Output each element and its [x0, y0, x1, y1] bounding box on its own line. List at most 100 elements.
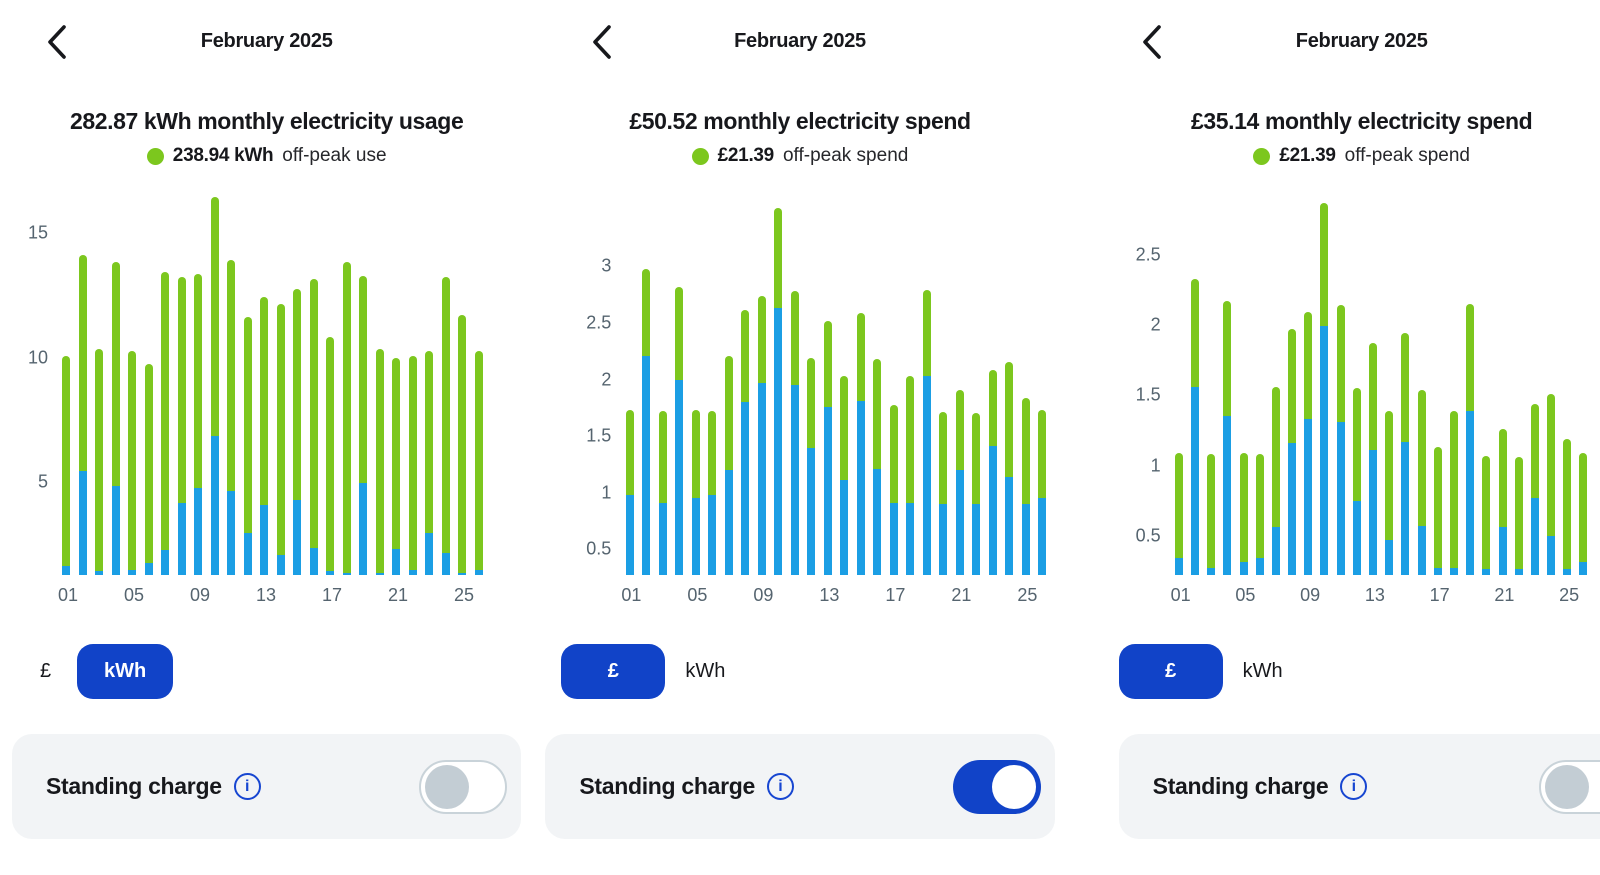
bar-day-07[interactable]	[1268, 386, 1284, 575]
bar-day-10[interactable]	[770, 208, 787, 575]
bar-day-04[interactable]	[1219, 301, 1235, 575]
bar-day-14[interactable]	[1381, 410, 1397, 575]
bar-day-17[interactable]	[885, 405, 902, 575]
back-button[interactable]	[1139, 24, 1163, 63]
info-icon[interactable]: i	[1340, 773, 1368, 800]
bar-day-20[interactable]	[372, 348, 389, 575]
bar-day-14[interactable]	[836, 375, 853, 575]
unit-pound-button[interactable]: £	[1118, 643, 1223, 699]
bar-day-04[interactable]	[108, 262, 125, 575]
bar-day-23[interactable]	[421, 351, 438, 575]
bar-day-18[interactable]	[1446, 410, 1462, 575]
bar-day-24[interactable]	[1543, 393, 1559, 575]
bar-day-01[interactable]	[1171, 452, 1187, 575]
bar-day-26[interactable]	[1575, 452, 1591, 575]
bar-day-13[interactable]	[256, 296, 273, 575]
bar-day-11[interactable]	[1333, 305, 1349, 575]
bar-day-05[interactable]	[1235, 452, 1251, 575]
bar-day-10[interactable]	[207, 197, 224, 575]
off-peak-segment	[111, 262, 120, 486]
bar-day-07[interactable]	[720, 356, 737, 575]
bar-day-13[interactable]	[819, 321, 836, 575]
info-icon[interactable]: i	[233, 773, 261, 800]
bar-day-15[interactable]	[289, 289, 306, 575]
bar-day-14[interactable]	[273, 304, 290, 575]
unit-pound-button[interactable]: £	[40, 659, 52, 682]
bar-day-25[interactable]	[1559, 438, 1575, 575]
back-button[interactable]	[589, 24, 613, 63]
bar-day-03[interactable]	[91, 348, 108, 575]
unit-kwh-button[interactable]: kWh	[77, 643, 174, 699]
x-tick-label: 13	[256, 585, 277, 605]
bar-day-08[interactable]	[1284, 329, 1300, 575]
bar-day-09[interactable]	[753, 296, 770, 575]
bar-day-05[interactable]	[687, 409, 704, 575]
bar-day-21[interactable]	[951, 390, 968, 575]
bar-day-17[interactable]	[1430, 447, 1446, 575]
bar-day-20[interactable]	[935, 411, 952, 575]
y-tick-label: 0.5	[586, 538, 612, 559]
bar-day-02[interactable]	[75, 254, 92, 575]
bar-day-16[interactable]	[306, 279, 323, 575]
off-peak-segment	[1433, 447, 1442, 568]
bar-day-18[interactable]	[339, 262, 356, 575]
bar-day-08[interactable]	[737, 310, 754, 575]
bar-day-02[interactable]	[638, 269, 655, 575]
bar-day-22[interactable]	[1511, 456, 1527, 575]
bar-day-13[interactable]	[1365, 343, 1381, 575]
bar-day-19[interactable]	[1462, 303, 1478, 575]
bar-day-19[interactable]	[918, 289, 935, 575]
off-peak-segment	[675, 287, 684, 381]
bar-day-11[interactable]	[223, 259, 240, 575]
bar-day-07[interactable]	[157, 271, 174, 575]
bar-day-02[interactable]	[1187, 278, 1203, 575]
peak-segment	[823, 407, 832, 575]
bar-day-18[interactable]	[902, 375, 919, 575]
bar-day-19[interactable]	[355, 275, 372, 575]
bar-day-22[interactable]	[968, 413, 985, 575]
bar-day-20[interactable]	[1478, 455, 1494, 575]
bar-day-24[interactable]	[438, 276, 455, 575]
standing-charge-toggle[interactable]	[952, 759, 1041, 814]
info-icon[interactable]: i	[767, 773, 795, 800]
unit-pound-button[interactable]: £	[561, 643, 666, 699]
bar-day-26[interactable]	[1034, 409, 1051, 575]
bar-day-12[interactable]	[1349, 388, 1365, 575]
back-button[interactable]	[44, 24, 68, 63]
unit-kwh-button[interactable]: kWh	[685, 659, 726, 682]
bar-day-15[interactable]	[852, 313, 869, 575]
bar-day-12[interactable]	[240, 316, 257, 575]
bar-day-16[interactable]	[869, 358, 886, 575]
bar-day-15[interactable]	[1397, 333, 1413, 575]
bar-day-03[interactable]	[1203, 454, 1219, 575]
standing-charge-toggle[interactable]	[419, 759, 508, 814]
bar-day-09[interactable]	[1300, 312, 1316, 575]
bar-day-24[interactable]	[1001, 362, 1018, 575]
bar-day-25[interactable]	[1017, 398, 1034, 575]
bar-day-08[interactable]	[174, 276, 191, 575]
bar-day-22[interactable]	[405, 356, 422, 575]
bar-day-12[interactable]	[803, 357, 820, 575]
bar-day-16[interactable]	[1413, 389, 1429, 575]
bar-day-04[interactable]	[671, 287, 688, 575]
unit-kwh-button[interactable]: kWh	[1242, 659, 1283, 682]
bar-day-23[interactable]	[1527, 403, 1543, 575]
bar-day-06[interactable]	[1252, 454, 1268, 575]
bar-day-09[interactable]	[190, 274, 207, 575]
bar-day-21[interactable]	[388, 357, 405, 575]
bar-day-10[interactable]	[1316, 202, 1332, 575]
bar-day-01[interactable]	[621, 409, 638, 575]
bar-day-06[interactable]	[141, 363, 158, 575]
bar-day-05[interactable]	[124, 351, 141, 575]
bar-day-01[interactable]	[58, 356, 75, 575]
bar-day-21[interactable]	[1494, 428, 1510, 575]
standing-charge-toggle[interactable]	[1538, 759, 1600, 814]
bar-day-11[interactable]	[786, 290, 803, 575]
bar-day-06[interactable]	[704, 410, 721, 575]
bar-day-03[interactable]	[654, 410, 671, 575]
bar-day-23[interactable]	[984, 370, 1001, 575]
bar-day-25[interactable]	[454, 315, 471, 575]
bar-day-26[interactable]	[471, 351, 488, 575]
off-peak-segment	[392, 357, 401, 549]
bar-day-17[interactable]	[322, 336, 339, 575]
